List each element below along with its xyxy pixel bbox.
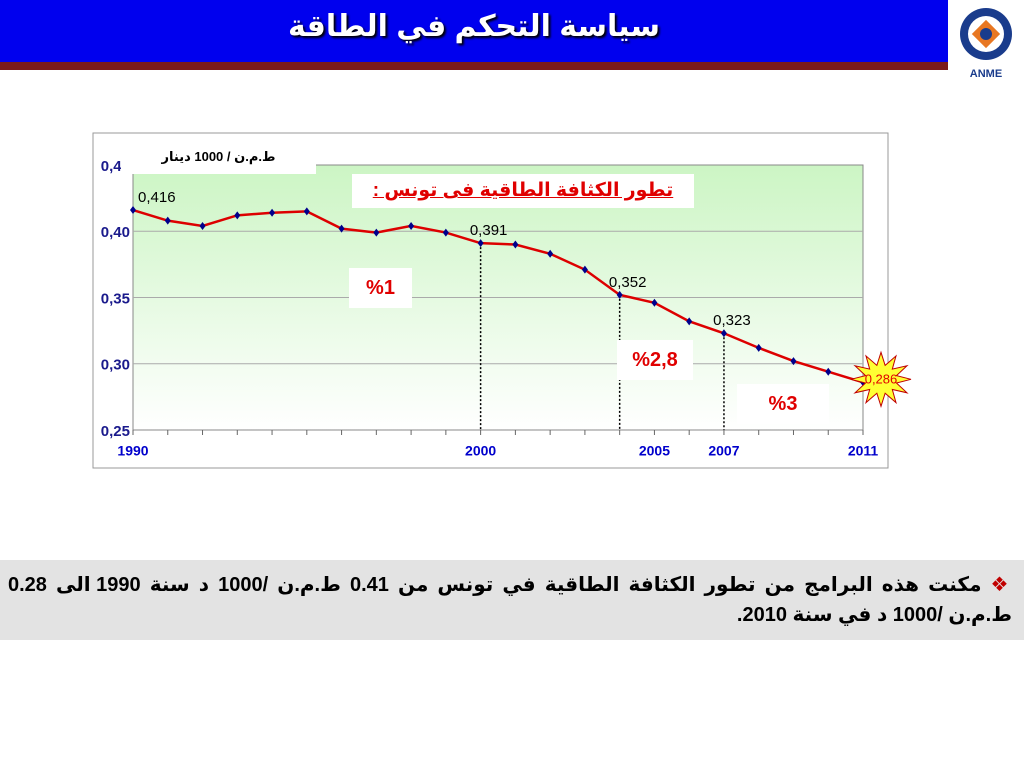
point bbox=[547, 249, 554, 258]
header-stripe bbox=[0, 62, 948, 70]
point bbox=[651, 298, 658, 307]
starburst bbox=[850, 350, 912, 408]
y-tick-label: 0,35 bbox=[101, 290, 130, 307]
point bbox=[720, 329, 727, 338]
point bbox=[408, 221, 415, 230]
point bbox=[755, 343, 762, 352]
logo-text: ANME bbox=[969, 68, 1003, 80]
chart-title: تطور الكثافة الطاقية فى تونس : bbox=[352, 174, 694, 208]
rate-label: %2,8 bbox=[617, 340, 693, 380]
note-box: ❖ مكنت هذه البرامج من تطور الكثافة الطاق… bbox=[0, 560, 1024, 640]
point bbox=[581, 265, 588, 274]
value-label: 0,416 bbox=[138, 189, 176, 206]
point bbox=[269, 208, 276, 217]
point bbox=[686, 317, 693, 326]
slide-title: سياسة التحكم في الطاقة bbox=[0, 0, 948, 62]
point bbox=[130, 206, 136, 215]
rate-label: %3 bbox=[737, 384, 829, 424]
point bbox=[164, 216, 171, 225]
point bbox=[442, 228, 449, 237]
x-tick-label: 2007 bbox=[708, 443, 739, 459]
point bbox=[234, 211, 241, 220]
y-tick-label: 0,40 bbox=[101, 224, 130, 241]
point bbox=[199, 221, 206, 230]
unit-label: ط.م.ن / 1000 دينار bbox=[121, 142, 316, 174]
point bbox=[790, 357, 797, 366]
note-text: مكنت هذه البرامج من تطور الكثافة الطاقية… bbox=[8, 574, 1012, 626]
value-label: 0,352 bbox=[609, 274, 647, 291]
point bbox=[825, 367, 832, 376]
y-tick-label: 0,25 bbox=[101, 423, 130, 440]
point bbox=[303, 207, 310, 216]
point bbox=[512, 240, 519, 249]
point bbox=[616, 290, 623, 299]
rate-label: %1 bbox=[349, 268, 412, 308]
x-tick-label: 2011 bbox=[848, 443, 879, 459]
x-tick-label: 1990 bbox=[117, 443, 148, 459]
value-label: 0,323 bbox=[713, 312, 751, 329]
note: ❖ مكنت هذه البرامج من تطور الكثافة الطاق… bbox=[8, 570, 1012, 630]
value-label: 0,391 bbox=[470, 222, 508, 239]
logo bbox=[948, 0, 1024, 90]
point bbox=[338, 224, 345, 233]
line bbox=[132, 208, 864, 384]
value-label: 0,286 bbox=[865, 372, 898, 387]
x-tick-label: 2000 bbox=[465, 443, 496, 459]
point bbox=[373, 228, 380, 237]
point bbox=[477, 239, 484, 248]
bullet: ❖ bbox=[990, 574, 1012, 596]
y-tick-label: 0,30 bbox=[101, 357, 130, 374]
x-tick-label: 2005 bbox=[639, 443, 670, 459]
